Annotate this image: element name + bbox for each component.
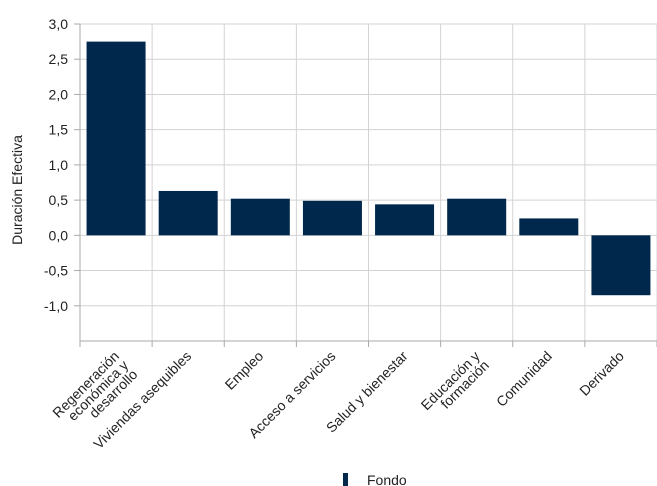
bars-group — [86, 41, 651, 296]
y-tick-label: 1,5 — [49, 122, 69, 138]
axes-group — [74, 23, 657, 347]
y-tick-label: 0,5 — [49, 192, 69, 208]
x-category-label: Empleo — [222, 348, 267, 393]
y-tick-label: 2,0 — [49, 86, 69, 102]
x-category-label: Comunidad — [493, 348, 555, 410]
y-tick-labels: 3,0 2,5 2,0 1,5 1,0 0,5 0,0 -0,5 -1,0 — [44, 16, 68, 314]
y-axis-title: Duración Efectiva — [9, 135, 25, 245]
legend: Fondo — [343, 472, 407, 486]
y-tick-label: -1,0 — [44, 298, 68, 314]
legend-swatch — [343, 473, 348, 486]
y-tick-label: -0,5 — [44, 263, 68, 279]
bar — [375, 204, 435, 236]
y-tick-label: 2,5 — [49, 51, 69, 67]
x-tick-labels: Regeneracióneconómica ydesarrolloViviend… — [49, 348, 627, 452]
x-category-label: Derivado — [576, 348, 627, 399]
y-tick-label: 3,0 — [49, 16, 69, 32]
bar — [230, 198, 290, 236]
y-tick-label: 0,0 — [49, 227, 69, 243]
grid-lines — [80, 23, 657, 341]
x-category-label: Educación yformación — [418, 348, 492, 422]
bar — [158, 190, 218, 236]
bar — [447, 198, 507, 236]
legend-label-fondo: Fondo — [367, 472, 407, 486]
bar — [519, 218, 579, 236]
bar — [591, 235, 651, 296]
y-tick-label: 1,0 — [49, 157, 69, 173]
bar — [86, 41, 146, 236]
bar — [302, 200, 362, 236]
